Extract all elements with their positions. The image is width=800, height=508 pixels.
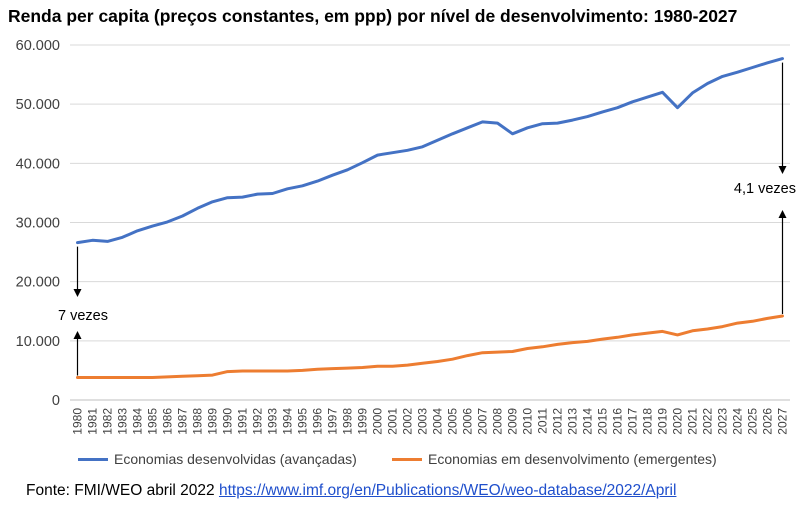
x-tick-label: 1981 (86, 408, 100, 435)
x-tick-label: 1990 (221, 408, 235, 435)
x-tick-label: 2018 (641, 408, 655, 435)
x-tick-label: 2008 (491, 408, 505, 435)
legend-swatch-advanced (78, 457, 108, 461)
x-tick-label: 2001 (386, 408, 400, 435)
x-tick-label: 2016 (611, 408, 625, 435)
x-tick-label: 2017 (626, 408, 640, 435)
legend-item-emerging: Economias em desenvolvimento (emergentes… (392, 451, 717, 467)
x-tick-label: 1987 (176, 408, 190, 435)
x-tick-label: 2002 (401, 408, 415, 435)
y-tick-label: 20.000 (16, 275, 60, 291)
source-label: Fonte: FMI/WEO abril 2022 (26, 482, 215, 499)
x-tick-label: 2005 (446, 408, 460, 435)
series-line-emerging (76, 314, 784, 379)
y-tick-label: 60.000 (16, 38, 60, 54)
x-tick-label: 2013 (566, 408, 580, 435)
x-tick-label: 2012 (551, 408, 565, 435)
source-footer: Fonte: FMI/WEO abril 2022 https://www.im… (26, 482, 676, 500)
x-tick-label: 1982 (101, 408, 115, 435)
series-line-advanced (76, 57, 784, 245)
legend-label-advanced: Economias desenvolvidas (avançadas) (114, 451, 357, 467)
x-tick-label: 2021 (686, 408, 700, 435)
x-tick-label: 2023 (716, 408, 730, 435)
legend-label-emerging: Economias em desenvolvimento (emergentes… (428, 451, 717, 467)
x-tick-label: 1988 (191, 408, 205, 435)
x-tick-label: 2010 (521, 408, 535, 435)
x-tick-label: 2000 (371, 408, 385, 435)
x-tick-label: 2007 (476, 408, 490, 435)
chart-title: Renda per capita (preços constantes, em … (8, 6, 738, 26)
x-tick-label: 2014 (581, 408, 595, 435)
x-tick-label: 1995 (296, 408, 310, 435)
x-tick-label: 1996 (311, 408, 325, 435)
x-tick-label: 2020 (671, 408, 685, 435)
x-tick-label: 1998 (341, 408, 355, 435)
x-tick-label: 2025 (746, 408, 760, 435)
x-tick-label: 2004 (431, 408, 445, 435)
x-tick-label: 2019 (656, 408, 670, 435)
legend-item-advanced: Economias desenvolvidas (avançadas) (78, 451, 357, 467)
x-tick-label: 1992 (251, 408, 265, 435)
source-link[interactable]: https://www.imf.org/en/Publications/WEO/… (218, 482, 677, 499)
x-tick-label: 2006 (461, 408, 475, 435)
x-tick-label: 2027 (776, 408, 790, 435)
x-tick-label: 1999 (356, 408, 370, 435)
x-tick-label: 1983 (116, 408, 130, 435)
x-tick-label: 1993 (266, 408, 280, 435)
y-tick-label: 10.000 (16, 334, 60, 350)
y-tick-label: 50.000 (16, 97, 60, 113)
x-tick-label: 1994 (281, 408, 295, 435)
gap-annotation: 4,1 vezes (734, 181, 796, 197)
y-tick-label: 40.000 (16, 156, 60, 172)
x-tick-label: 1980 (71, 408, 85, 435)
x-tick-label: 1991 (236, 408, 250, 435)
y-tick-label: 30.000 (16, 216, 60, 232)
x-tick-label: 2003 (416, 408, 430, 435)
x-tick-label: 1997 (326, 408, 340, 435)
x-tick-label: 1986 (161, 408, 175, 435)
x-tick-label: 2015 (596, 408, 610, 435)
x-tick-label: 2026 (761, 408, 775, 435)
x-tick-label: 2011 (536, 408, 550, 434)
x-tick-label: 2024 (731, 408, 745, 435)
y-tick-label: 0 (52, 393, 60, 409)
x-tick-label: 2022 (701, 408, 715, 435)
gap-annotation: 7 vezes (58, 308, 108, 324)
x-tick-label: 2009 (506, 408, 520, 435)
x-tick-label: 1984 (131, 408, 145, 435)
legend-swatch-emerging (392, 457, 422, 461)
x-tick-label: 1985 (146, 408, 160, 435)
x-tick-label: 1989 (206, 408, 220, 435)
